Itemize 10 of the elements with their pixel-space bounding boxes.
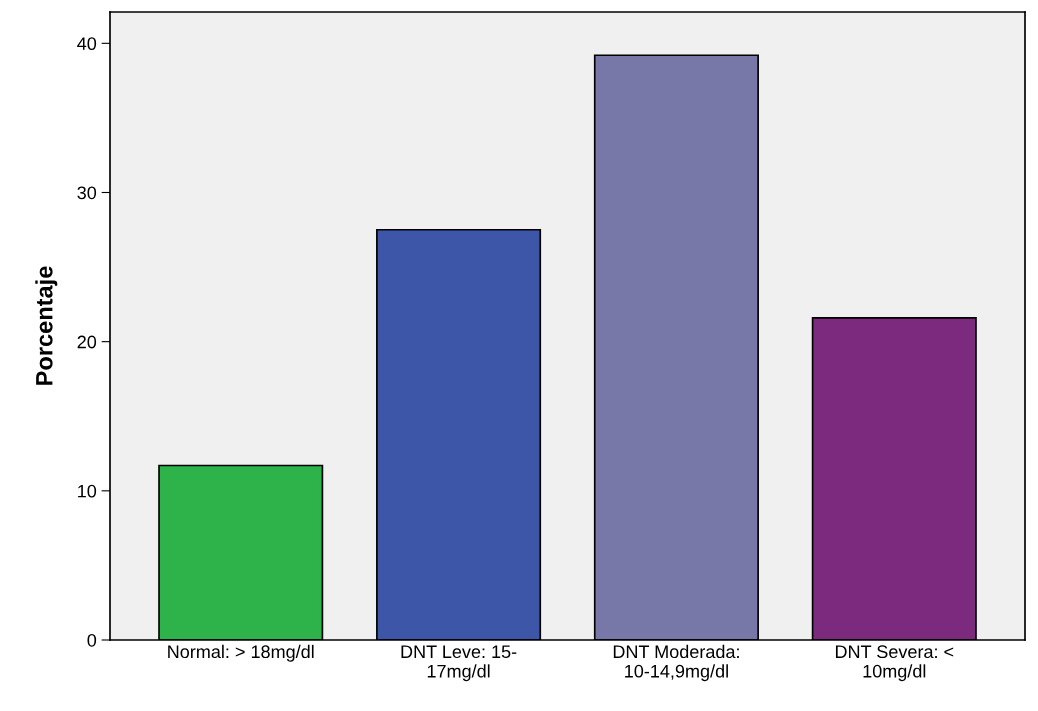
- x-tick-label: DNT Moderada: 10-14,9mg/dl: [613, 644, 739, 682]
- y-tick-label: 30: [77, 186, 97, 200]
- x-tick-label: DNT Severa: < 10mg/dl: [835, 645, 954, 682]
- y-axis-title: Porcentaje: [35, 266, 58, 385]
- y-tick-label: 20: [77, 335, 97, 349]
- y-tick-label: 40: [77, 37, 97, 51]
- y-tick-label: 0: [87, 633, 97, 647]
- y-tick-label: 10: [78, 484, 97, 498]
- x-tick-label: Normal: > 18mg/dl: [168, 644, 314, 662]
- x-tick-label: DNT Leve: 15- 17mg/dl: [401, 645, 517, 682]
